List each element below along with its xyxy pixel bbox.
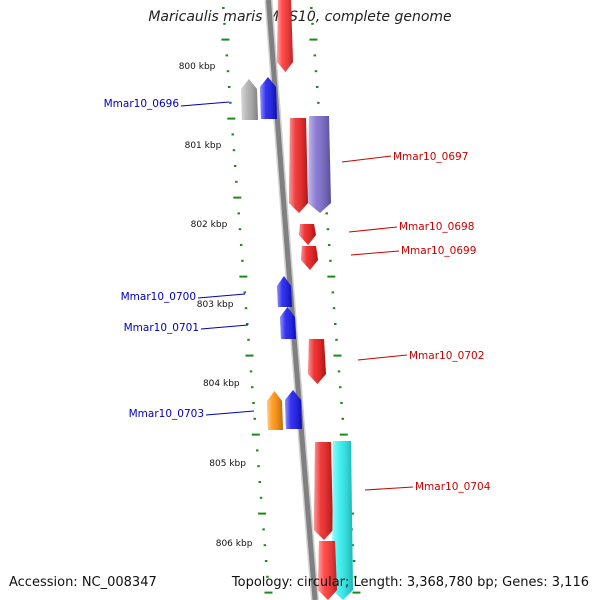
- gene-label-mmar10-0697: Mmar10_0697: [393, 151, 468, 163]
- gene-arrow-mmar10-0704: [314, 442, 333, 540]
- gene-arrow-g-red-bottom: [318, 541, 337, 600]
- leader-line: [350, 250, 400, 256]
- gene-label-mmar10-0698: Mmar10_0698: [399, 221, 474, 233]
- gene-label-mmar10-0702: Mmar10_0702: [409, 350, 484, 362]
- label-leaders: [180, 101, 414, 491]
- leader-line: [348, 226, 398, 233]
- gene-arrow-mmar10-0703: [285, 390, 302, 429]
- gene-arrow-mmar10-0699: [301, 246, 318, 270]
- gene-label-mmar10-0703: Mmar10_0703: [129, 408, 204, 420]
- accession-text: Accession: NC_008347: [9, 575, 157, 590]
- scale-label: 803 kbp: [197, 300, 234, 310]
- leader-line: [200, 324, 249, 330]
- gene-arrow-mmar10-0700: [277, 276, 292, 307]
- gene-arrow-mmar10-0698: [299, 224, 316, 245]
- gene-arrow-g-top: [277, 0, 293, 72]
- gene-arrow-g-orange: [267, 391, 283, 430]
- gene-arrow-mmar10-0696: [260, 77, 277, 119]
- gene-label-mmar10-0696: Mmar10_0696: [104, 98, 180, 110]
- scale-label: 805 kbp: [209, 459, 246, 469]
- gene-label-mmar10-0701: Mmar10_0701: [124, 322, 199, 334]
- gene-arrow-mmar10-0702: [308, 339, 326, 384]
- gene-label-mmar10-0700: Mmar10_0700: [121, 291, 196, 303]
- gene-label-mmar10-0699: Mmar10_0699: [401, 245, 476, 257]
- leader-line: [364, 486, 414, 491]
- leader-line: [205, 410, 255, 416]
- gene-arrow-g-cyan: [332, 441, 353, 600]
- scale-label: 800 kbp: [179, 62, 216, 72]
- scale-label: 806 kbp: [216, 539, 253, 549]
- gene-label-mmar10-0704: Mmar10_0704: [415, 481, 491, 493]
- scale-label: 802 kbp: [191, 220, 228, 230]
- scale-label: 804 kbp: [203, 379, 240, 389]
- scale-ticks-left: [221, 7, 273, 594]
- leader-line: [341, 155, 392, 163]
- gene-arrow-mmar10-0697: [289, 118, 308, 213]
- gene-labels: Mmar10_0696 Mmar10_0697 Mmar10_0698 Mmar10_…: [104, 98, 491, 493]
- leader-line: [357, 354, 408, 361]
- gene-arrow-g-purple: [308, 116, 331, 213]
- gene-arrow-g-gray: [241, 79, 258, 120]
- leader-line: [197, 293, 246, 299]
- gene-arrow-mmar10-0701: [280, 307, 296, 339]
- genome-title: Maricaulis maris MCS10, complete genome: [148, 9, 452, 25]
- genome-summary-text: Topology: circular; Length: 3,368,780 bp…: [231, 575, 589, 590]
- scale-label: 801 kbp: [185, 141, 222, 151]
- leader-line: [180, 101, 230, 107]
- scale-labels: 800 kbp 801 kbp 802 kbp 803 kbp 804 kbp 805 k…: [179, 62, 253, 549]
- gene-features: [241, 0, 353, 600]
